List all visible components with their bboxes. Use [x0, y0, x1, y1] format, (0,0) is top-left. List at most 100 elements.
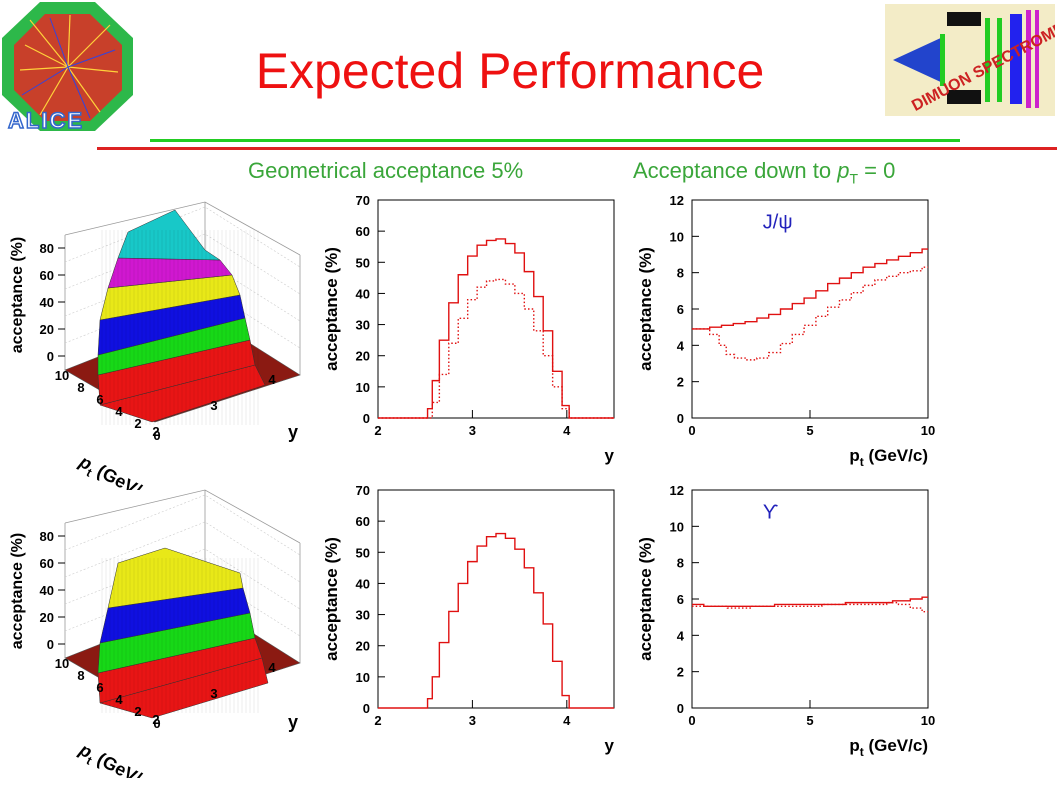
- plot-rapidity-upsilon: 0 10 20 30 40 50 60 70 2 3 4 acceptance (%) y: [322, 483, 615, 755]
- lego-z-tick-label: 40: [40, 583, 54, 598]
- y-axis-label: acceptance (%): [322, 537, 341, 661]
- subtitle-right-prefix: Acceptance down to: [633, 158, 838, 183]
- y-tick-label: 2: [677, 665, 684, 680]
- lego-plot-upsilon: acceptance (%) pt (GeV/c) y 020406080108…: [9, 489, 301, 778]
- lego-z-tick-label: 40: [40, 295, 54, 310]
- x-tick-label: 0: [688, 423, 695, 438]
- y-tick-label: 8: [677, 556, 684, 571]
- lego-y-tick-label: 2: [152, 424, 159, 439]
- lego-z-tick-label: 20: [40, 322, 54, 337]
- plot-pt-jpsi: 0 2 4 6 8 10 12 0 5 10 acceptance (%) pt (GeV/c) J/ψ: [636, 193, 935, 468]
- y-tick-label: 70: [356, 193, 370, 208]
- plot-frame: [691, 489, 929, 709]
- lego-y-label: y: [288, 712, 298, 732]
- lego-pt-tick-label: 8: [77, 668, 84, 683]
- lego-band: [117, 209, 221, 261]
- lego-pt-tick-label: 4: [115, 692, 123, 707]
- page-title: Expected Performance: [255, 43, 765, 99]
- lego-pt-label: pt (GeV/c): [73, 739, 158, 778]
- y-tick-label: 10: [356, 380, 370, 395]
- x-tick-label: 3: [469, 423, 476, 438]
- x-tick-label: 5: [806, 423, 813, 438]
- y-tick-label: 60: [356, 514, 370, 529]
- y-tick-label: 8: [677, 266, 684, 281]
- subtitle-left: Geometrical acceptance 5%: [248, 158, 524, 183]
- lego-y-tick-label: 3: [210, 686, 217, 701]
- plot-rapidity-jpsi: 0 10 20 30 40 50 60 70 2 3 4 acceptance (%) y: [322, 193, 615, 465]
- y-tick-label: 20: [356, 349, 370, 364]
- lego-z-tick-label: 80: [40, 529, 54, 544]
- y-tick-label: 0: [677, 411, 684, 426]
- svg-text:ALICE: ALICE: [8, 108, 84, 133]
- x-tick-label: 5: [806, 713, 813, 728]
- lego-z-label: acceptance (%): [9, 533, 26, 650]
- lego-grid: [64, 494, 301, 556]
- x-axis-label: pt (GeV/c): [849, 446, 928, 468]
- y-tick-label: 60: [356, 224, 370, 239]
- lego-grid: [64, 575, 301, 637]
- lego-band: [107, 547, 244, 609]
- lego-pt-tick-label: 6: [96, 392, 103, 407]
- header-rule-red: [97, 147, 1057, 150]
- lego-y-tick-label: 3: [210, 398, 217, 413]
- particle-label: J/ψ: [763, 211, 793, 233]
- particle-label: ϒ: [763, 501, 779, 523]
- lego-y-tick-label: 4: [268, 372, 276, 387]
- alice-logo: ALICE: [0, 0, 135, 134]
- lego-pt-tick-label: 0: [153, 716, 160, 731]
- dimuon-logo: DIMUON SPECTROMETER: [885, 4, 1058, 116]
- x-tick-label: 0: [688, 713, 695, 728]
- lego-z-tick-label: 60: [40, 556, 54, 571]
- y-tick-label: 40: [356, 286, 370, 301]
- x-axis-label: y: [605, 446, 615, 465]
- y-tick-label: 12: [670, 193, 684, 208]
- y-tick-label: 70: [356, 483, 370, 498]
- y-tick-label: 0: [363, 411, 370, 426]
- lego-grid: [64, 521, 301, 583]
- lego-frame: [64, 489, 301, 663]
- y-tick-label: 10: [670, 229, 684, 244]
- lego-z-tick-label: 0: [47, 637, 54, 652]
- plot-pt-upsilon: 0 2 4 6 8 10 12 0 5 10 acceptance (%) pt (GeV/c) ϒ: [636, 483, 935, 758]
- lego-plot-jpsi: acceptance (%) pt (GeV/c) y 020406080108…: [9, 201, 301, 490]
- x-tick-label: 4: [563, 713, 571, 728]
- y-tick-label: 4: [677, 628, 685, 643]
- y-tick-label: 10: [670, 519, 684, 534]
- x-tick-label: 2: [374, 423, 381, 438]
- plot-frame: [377, 489, 615, 709]
- subtitle-right-var: p: [837, 158, 850, 183]
- lego-pt-tick-label: 8: [77, 380, 84, 395]
- y-axis-label: acceptance (%): [636, 247, 655, 371]
- lego-y-tick-label: 4: [268, 660, 276, 675]
- lego-z-tick-label: 0: [47, 349, 54, 364]
- lego-pt-tick-label: 10: [55, 656, 69, 671]
- lego-grid: [64, 206, 301, 268]
- y-tick-label: 0: [677, 701, 684, 716]
- y-axis-label: acceptance (%): [636, 537, 655, 661]
- x-tick-label: 2: [374, 713, 381, 728]
- y-tick-label: 20: [356, 639, 370, 654]
- header-rule-green: [150, 139, 960, 142]
- y-axis-label: acceptance (%): [322, 247, 341, 371]
- lego-y-label: y: [288, 422, 298, 442]
- x-tick-label: 10: [921, 423, 935, 438]
- lego-pt-tick-label: 2: [134, 416, 141, 431]
- subtitle-right-suffix: = 0: [858, 158, 896, 183]
- plot-frame: [377, 199, 615, 419]
- y-tick-label: 30: [356, 318, 370, 333]
- lego-z-tick-label: 20: [40, 610, 54, 625]
- series-line-dotted: [692, 266, 928, 361]
- y-tick-label: 0: [363, 701, 370, 716]
- lego-pt-tick-label: 0: [153, 428, 160, 443]
- subtitle-right: Acceptance down to pT = 0: [633, 158, 895, 186]
- x-axis-label: y: [605, 736, 615, 755]
- x-axis-label: pt (GeV/c): [849, 736, 928, 758]
- subtitle-right-sub: T: [849, 170, 859, 187]
- lego-pt-tick-label: 10: [55, 368, 69, 383]
- y-tick-label: 6: [677, 302, 684, 317]
- series-line-dotted: [692, 601, 928, 613]
- lego-body: [64, 489, 301, 719]
- series-line-solid: [378, 238, 614, 419]
- lego-z-tick-label: 60: [40, 268, 54, 283]
- x-tick-label: 10: [921, 713, 935, 728]
